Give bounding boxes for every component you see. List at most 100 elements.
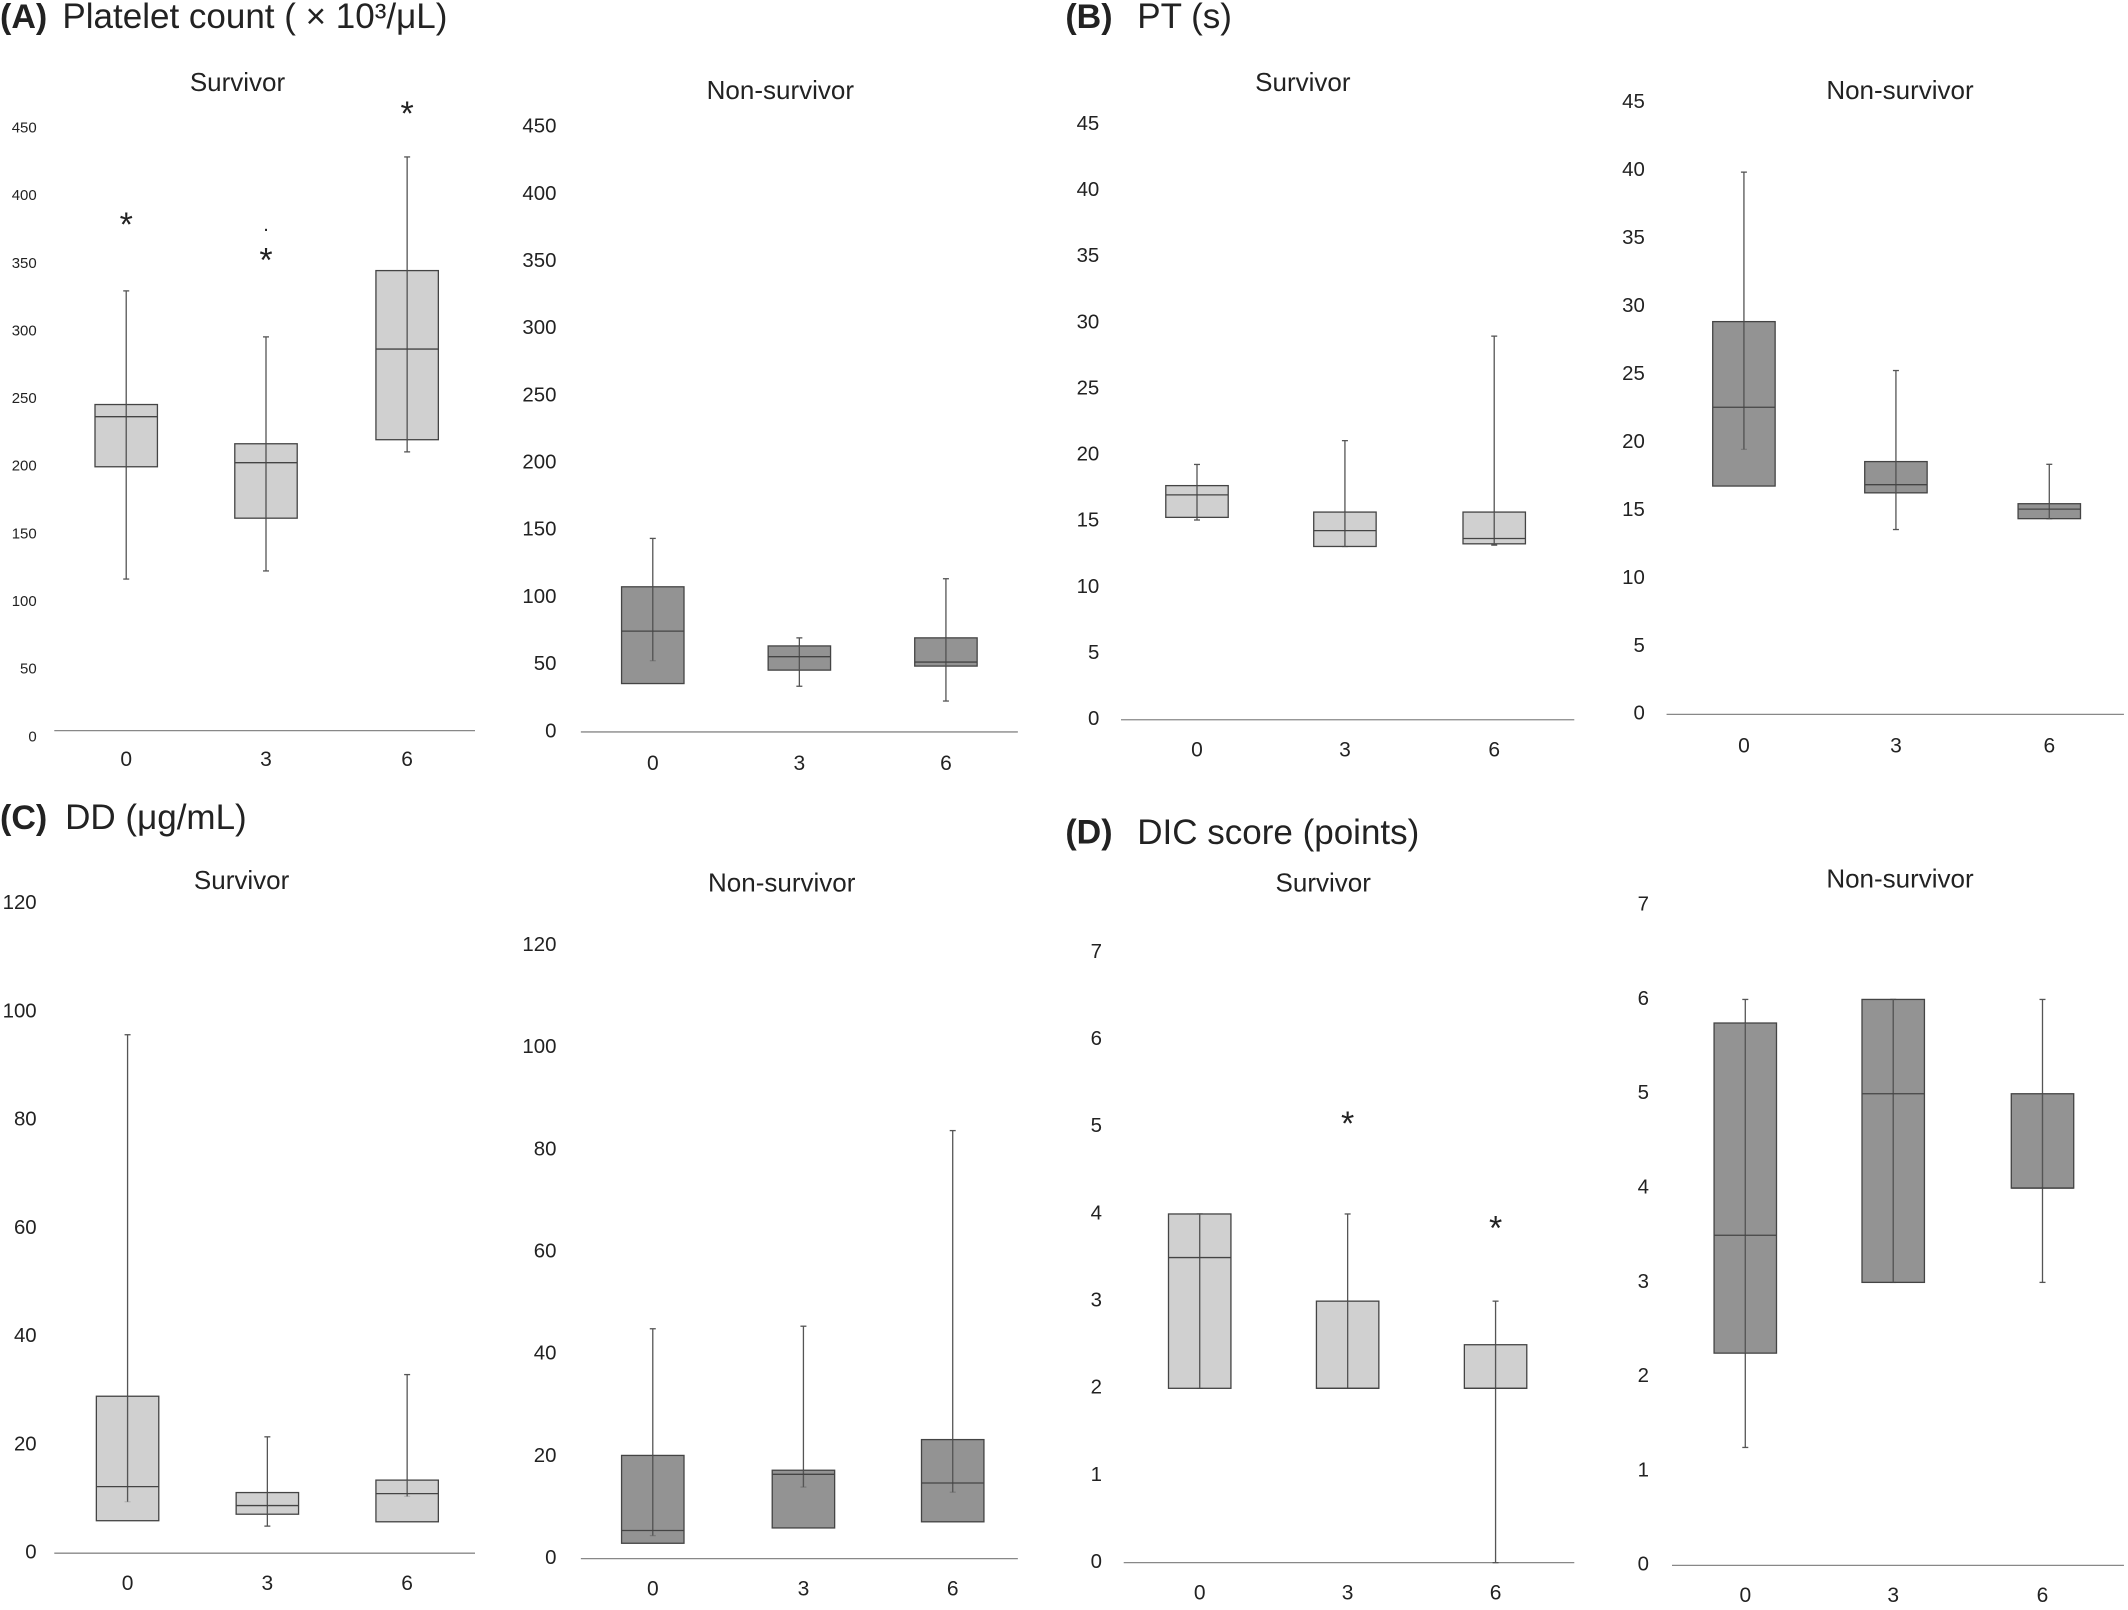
y-tick-label: 4	[1091, 1202, 1102, 1224]
y-tick-label: 200	[12, 458, 37, 475]
y-tick-label: 0	[545, 720, 556, 742]
y-tick-label: 3	[1638, 1271, 1649, 1293]
y-tick-label: 60	[14, 1217, 37, 1239]
y-tick-label: 40	[1077, 179, 1100, 201]
x-tick-label: 3	[260, 748, 272, 771]
y-tick-label: 0	[28, 728, 36, 745]
chart-title: Survivor	[1276, 868, 1372, 898]
y-tick-label: 7	[1091, 941, 1102, 963]
y-tick-label: 45	[1077, 113, 1100, 135]
panel-title: DIC score (points)	[1137, 813, 1419, 852]
y-tick-label: 20	[14, 1433, 37, 1455]
annotation: *	[259, 241, 272, 279]
y-tick-label: 100	[12, 593, 37, 610]
y-tick-label: 100	[3, 1000, 37, 1022]
y-tick-label: 40	[534, 1343, 557, 1365]
x-tick-label: 6	[940, 752, 952, 775]
y-tick-label: 200	[522, 452, 556, 474]
chart-title: Survivor	[190, 67, 286, 97]
y-tick-label: 150	[12, 525, 37, 542]
x-tick-label: 6	[2043, 734, 2055, 757]
y-tick-label: 120	[522, 934, 556, 956]
panel-label: (C)	[0, 799, 47, 837]
y-tick-label: 400	[522, 183, 556, 205]
y-tick-label: 0	[1091, 1551, 1102, 1573]
y-tick-label: 0	[1638, 1554, 1649, 1576]
y-tick-label: 6	[1638, 988, 1649, 1010]
y-tick-label: 450	[522, 116, 556, 138]
y-tick-label: 250	[12, 390, 37, 407]
panel-label: (B)	[1065, 0, 1112, 36]
y-tick-label: 300	[522, 317, 556, 339]
x-tick-label: 0	[1194, 1581, 1206, 1604]
x-tick-label: 0	[122, 1572, 134, 1595]
x-tick-label: 6	[401, 1572, 413, 1595]
x-tick-label: 3	[1890, 734, 1902, 757]
y-tick-label: 0	[1088, 708, 1099, 730]
chart-title: Non-survivor	[1826, 75, 1974, 105]
y-tick-label: 60	[534, 1241, 557, 1263]
y-tick-label: 5	[1638, 1082, 1649, 1104]
chart-title: Survivor	[1255, 67, 1351, 97]
y-tick-label: 50	[534, 653, 557, 675]
annotation: *	[1341, 1105, 1354, 1143]
y-tick-label: 5	[1088, 642, 1099, 664]
y-tick-label: 30	[1622, 295, 1645, 317]
y-tick-label: 100	[522, 586, 556, 608]
chart-title: Survivor	[194, 865, 290, 895]
y-tick-label: 20	[1622, 431, 1645, 453]
x-tick-label: 3	[262, 1572, 274, 1595]
y-tick-label: 3	[1091, 1290, 1102, 1312]
y-tick-label: 35	[1622, 227, 1645, 249]
panel-title: DD (μg/mL)	[65, 798, 247, 837]
x-tick-label: 3	[1342, 1581, 1354, 1604]
y-tick-label: 10	[1622, 567, 1645, 589]
y-tick-label: 0	[1634, 703, 1645, 725]
panel-label: (D)	[1065, 814, 1112, 852]
panel-title: Platelet count ( × 10³/μL)	[62, 0, 447, 36]
y-tick-label: 15	[1077, 510, 1100, 532]
x-tick-label: 0	[647, 752, 659, 775]
x-tick-label: 0	[120, 748, 132, 771]
y-tick-label: 80	[534, 1138, 557, 1160]
x-tick-label: 6	[1488, 738, 1500, 761]
x-tick-label: 3	[794, 752, 806, 775]
y-tick-label: 450	[12, 119, 37, 136]
y-tick-label: 20	[1077, 444, 1100, 466]
y-tick-label: 350	[12, 255, 37, 272]
chart-title: Non-survivor	[708, 868, 856, 898]
y-tick-label: 350	[522, 250, 556, 272]
y-tick-label: 20	[534, 1445, 557, 1467]
y-tick-label: 120	[3, 892, 37, 914]
y-tick-label: 10	[1077, 576, 1100, 598]
y-tick-label: 1	[1091, 1464, 1102, 1486]
x-tick-label: 0	[1739, 1584, 1751, 1607]
y-tick-label: 5	[1091, 1115, 1102, 1137]
x-tick-label: 6	[401, 748, 413, 771]
y-tick-label: 100	[522, 1036, 556, 1058]
annotation: *	[1489, 1210, 1502, 1248]
x-tick-label: 0	[647, 1577, 659, 1600]
x-tick-label: 0	[1738, 734, 1750, 757]
y-tick-label: 4	[1638, 1176, 1649, 1198]
x-tick-label: 6	[947, 1577, 959, 1600]
x-tick-label: 0	[1191, 738, 1203, 761]
y-tick-label: 50	[20, 661, 37, 678]
annotation: *	[120, 206, 133, 244]
y-tick-label: 0	[25, 1542, 36, 1564]
y-tick-label: 25	[1077, 377, 1100, 399]
panel-title: PT (s)	[1137, 0, 1232, 36]
chart-title: Non-survivor	[1826, 864, 1974, 894]
y-tick-label: 15	[1622, 499, 1645, 521]
y-tick-label: 0	[545, 1547, 556, 1569]
y-tick-label: 45	[1622, 91, 1645, 113]
y-tick-label: 400	[12, 187, 37, 204]
annotation: .	[263, 214, 269, 236]
x-tick-label: 6	[2037, 1584, 2049, 1607]
y-tick-label: 40	[14, 1325, 37, 1347]
x-tick-label: 3	[1887, 1584, 1899, 1607]
y-tick-label: 300	[12, 322, 37, 339]
annotation: *	[401, 95, 414, 133]
y-tick-label: 25	[1622, 363, 1645, 385]
